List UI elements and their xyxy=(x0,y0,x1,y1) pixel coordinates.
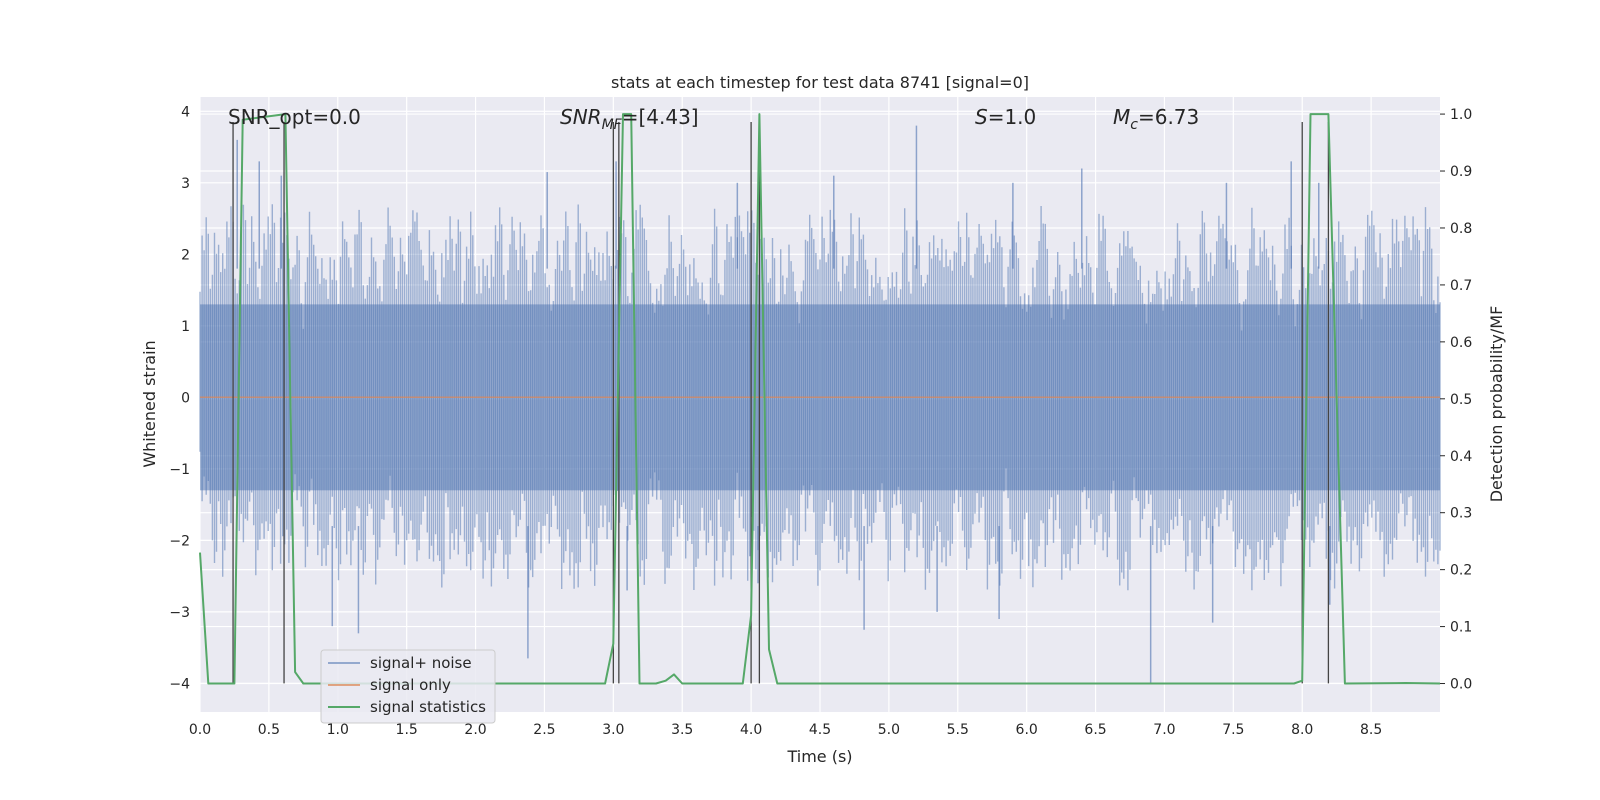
mc-name: M xyxy=(1113,105,1130,129)
y2-tick-label: 0.7 xyxy=(1450,278,1472,294)
snr-mf-subscript: MF xyxy=(602,117,623,133)
y2-tick-label: 0.4 xyxy=(1450,449,1472,465)
y2-tick-label: 0.5 xyxy=(1450,392,1472,408)
mc-subscript: c xyxy=(1130,117,1138,133)
annotation-snr-mf: SNRMF=[4.43] xyxy=(560,105,699,133)
y-tick-label: 1 xyxy=(181,319,190,335)
x-tick-label: 2.5 xyxy=(533,722,555,738)
y-tick-label: −1 xyxy=(169,462,190,478)
x-tick-label: 7.0 xyxy=(1153,722,1175,738)
x-tick-label: 6.0 xyxy=(1016,722,1038,738)
y-tick-label: 0 xyxy=(181,390,190,406)
y-tick-label: 2 xyxy=(181,247,190,263)
x-tick-label: 0.5 xyxy=(258,722,280,738)
x-tick-label: 1.5 xyxy=(396,722,418,738)
y2-tick-label: 0.3 xyxy=(1450,506,1472,522)
tick-labels: 0.0 0.5 1.0 1.5 2.0 2.5 3.0 3.5 4.0 4.5 5.0 5.5 6.0 6… xyxy=(169,104,1472,738)
x-tick-label: 1.0 xyxy=(327,722,349,738)
y2-tick-label: 0.9 xyxy=(1450,164,1472,180)
legend-label-signal-noise: signal+ noise xyxy=(370,654,472,672)
y-tick-label: 4 xyxy=(181,104,190,120)
s-name: S xyxy=(975,105,988,129)
x-tick-label: 6.5 xyxy=(1084,722,1106,738)
x-tick-label: 4.0 xyxy=(740,722,762,738)
legend-box xyxy=(320,649,496,724)
y-tick-label: −4 xyxy=(169,676,190,692)
series-signal-statistics xyxy=(199,113,1441,685)
y2-tick-label: 0.8 xyxy=(1450,221,1472,237)
y2-tick-label: 0.2 xyxy=(1450,563,1472,579)
x-tick-label: 3.5 xyxy=(671,722,693,738)
legend-label-signal-only: signal only xyxy=(370,676,451,694)
chart-title: stats at each timestep for test data 874… xyxy=(611,73,1029,92)
y2-tick-label: 0.6 xyxy=(1450,335,1472,351)
snr-mf-name: SNR xyxy=(560,105,602,129)
snr-mf-value: =[4.43] xyxy=(622,105,699,129)
y2-axis-label: Detection probability/MF xyxy=(1487,306,1506,503)
x-axis-label: Time (s) xyxy=(786,747,852,766)
signal-statistics-line xyxy=(199,113,1441,685)
y-tick-label: −3 xyxy=(169,605,190,621)
legend: signal+ noise signal only signal statist… xyxy=(320,649,496,724)
y2-tick-label: 1.0 xyxy=(1450,107,1472,123)
annotation-snr-opt: SNR_opt=0.0 xyxy=(228,105,361,129)
x-tick-label: 8.0 xyxy=(1291,722,1313,738)
y-tick-label: 3 xyxy=(181,176,190,192)
x-tick-label: 2.0 xyxy=(464,722,486,738)
annotation-s: S=1.0 xyxy=(975,105,1036,129)
annotation-mc: Mc=6.73 xyxy=(1113,105,1199,133)
x-tick-label: 4.5 xyxy=(809,722,831,738)
x-tick-label: 5.0 xyxy=(878,722,900,738)
y2-tick-label: 0.0 xyxy=(1450,677,1472,693)
x-tick-label: 5.5 xyxy=(947,722,969,738)
x-tick-label: 7.5 xyxy=(1222,722,1244,738)
s-value: =1.0 xyxy=(988,105,1037,129)
x-tick-label: 0.0 xyxy=(189,722,211,738)
y-axis-label: Whitened strain xyxy=(140,340,159,467)
x-tick-label: 3.0 xyxy=(602,722,624,738)
y2-tick-label: 0.1 xyxy=(1450,620,1472,636)
y-tick-label: −2 xyxy=(169,533,190,549)
legend-label-signal-statistics: signal statistics xyxy=(370,698,486,716)
x-tick-label: 8.5 xyxy=(1360,722,1382,738)
mc-value: =6.73 xyxy=(1138,105,1199,129)
